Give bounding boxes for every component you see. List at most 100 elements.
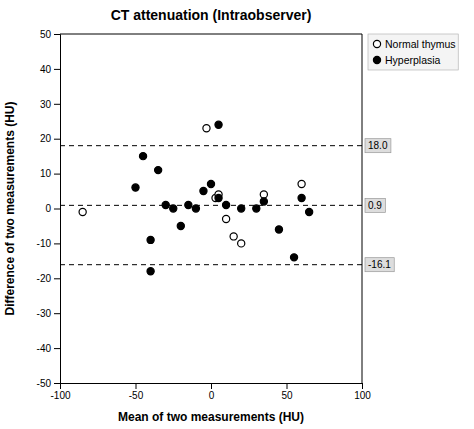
tick-mark	[287, 383, 288, 389]
tick-label: -20	[37, 273, 52, 284]
tick-label: 100	[354, 390, 371, 401]
chart: -100-50050100-50-40-30-20-10010203040500…	[0, 0, 474, 429]
reference-labels: 0.9 18.0 -16.1	[365, 139, 394, 272]
tick-label: -50	[129, 390, 144, 401]
reference-label-text: -16.1	[368, 259, 391, 270]
frame	[362, 34, 363, 383]
tick-mark	[54, 209, 60, 210]
tick-mark	[54, 34, 60, 35]
tick-label: 10	[40, 168, 52, 179]
tick: 50	[281, 383, 293, 401]
tick: -40	[37, 343, 60, 354]
tick-mark	[54, 104, 60, 105]
tick-label: -100	[50, 390, 70, 401]
tick: 0	[45, 203, 60, 214]
tick: 40	[40, 64, 60, 75]
point	[79, 208, 86, 215]
tick-label: 30	[40, 99, 52, 110]
reference-label-text: 18.0	[368, 140, 388, 151]
tick-label: 0	[209, 390, 215, 401]
point	[253, 205, 260, 212]
legend-box	[368, 34, 458, 70]
tick-label: 50	[40, 29, 52, 40]
point	[230, 233, 237, 240]
point	[290, 254, 297, 261]
tick-label: 0	[45, 203, 51, 214]
tick-label: -30	[37, 308, 52, 319]
tick-label: -40	[37, 343, 52, 354]
y-axis-title: Difference of two measurements (HU)	[3, 101, 17, 315]
tick: -30	[37, 308, 60, 319]
legend-symbol	[373, 56, 380, 63]
series	[132, 121, 313, 275]
label-box	[365, 139, 391, 153]
reference-line	[60, 264, 362, 265]
tick: 10	[40, 168, 60, 179]
tick-mark	[54, 313, 60, 314]
point	[177, 222, 184, 229]
tick-mark	[362, 383, 363, 389]
point	[215, 121, 222, 128]
reference-label: 18.0	[365, 139, 391, 153]
point	[238, 205, 245, 212]
legend: Normal thymus Hyperplasia	[368, 34, 458, 70]
point	[275, 226, 282, 233]
point	[223, 201, 230, 208]
tick-label: 50	[281, 390, 293, 401]
point	[192, 205, 199, 212]
point	[298, 194, 305, 201]
tick-mark	[54, 174, 60, 175]
point	[207, 180, 214, 187]
point	[162, 201, 169, 208]
title: CT attenuation (Intraobserver)	[111, 7, 312, 23]
reference-label: 0.9	[365, 198, 385, 212]
point	[203, 125, 210, 132]
tick: 0	[209, 383, 215, 401]
tick-label: 20	[40, 133, 52, 144]
point	[147, 268, 154, 275]
y-axis: -50 -40 -30 -20 -10 0 10 20 30 40 50	[37, 29, 61, 389]
reference-line	[60, 205, 362, 206]
point	[298, 180, 305, 187]
point	[147, 236, 154, 243]
marks	[60, 121, 362, 275]
legend-label: Hyperplasia	[385, 54, 441, 66]
axis-line	[54, 35, 61, 384]
point	[132, 184, 139, 191]
tick-mark	[54, 383, 60, 384]
tick: -50	[129, 383, 144, 401]
tick: -100	[50, 383, 70, 401]
plot: -100-50050100-50-40-30-20-10010203040500…	[37, 29, 459, 401]
x-axis: -100 -50 0 50 100	[50, 383, 371, 401]
x-axis-title: Mean of two measurements (HU)	[118, 410, 304, 424]
tick-mark	[211, 383, 212, 389]
tick-mark	[136, 383, 137, 389]
point	[185, 201, 192, 208]
tick: 30	[40, 99, 60, 110]
axis-line	[61, 384, 363, 390]
point	[260, 198, 267, 205]
tick: -20	[37, 273, 60, 284]
tick-label: -50	[37, 378, 52, 389]
reference-line	[60, 145, 362, 146]
reference-label-text: 0.9	[368, 200, 382, 211]
point	[215, 194, 222, 201]
legend-label: Normal thymus	[385, 38, 456, 50]
label-box	[365, 198, 385, 212]
tick: -10	[37, 238, 60, 249]
point	[306, 208, 313, 215]
point	[223, 215, 230, 222]
legend-symbol	[373, 40, 380, 47]
point	[170, 205, 177, 212]
tick: 20	[40, 133, 60, 144]
tick-label: 40	[40, 64, 52, 75]
point	[200, 187, 207, 194]
tick-mark	[54, 348, 60, 349]
tick: 50	[40, 29, 60, 40]
tick-mark	[54, 243, 60, 244]
tick-mark	[54, 278, 60, 279]
frame	[60, 34, 362, 35]
tick: 100	[354, 383, 371, 401]
label-box	[365, 258, 394, 272]
point	[155, 167, 162, 174]
